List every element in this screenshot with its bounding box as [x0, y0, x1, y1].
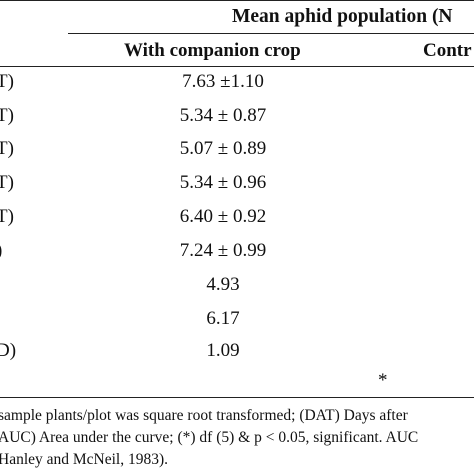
- group-header: Mean aphid population (N: [232, 6, 453, 27]
- table-bottom-rule: [0, 397, 474, 398]
- row-value: 4.93: [206, 274, 240, 295]
- row-value: 6.17: [206, 308, 240, 329]
- row-value: 5.34 ± 0.96: [179, 172, 267, 193]
- significance-marker: *: [378, 370, 388, 391]
- row-label: ): [0, 240, 2, 262]
- footnote-line: Hanley and McNeil, 1983).: [0, 451, 169, 468]
- row-value: 7.24 ± 0.99: [179, 240, 267, 261]
- column-header-companion: With companion crop: [124, 40, 301, 61]
- table-top-rule: [0, 0, 474, 1]
- row-label: T): [0, 206, 14, 227]
- row-label: D): [0, 340, 17, 361]
- row-value: 7.63 ±1.10: [182, 71, 264, 92]
- column-header-control: Contr: [423, 40, 472, 61]
- group-header-rule: [68, 33, 474, 34]
- row-label: T): [0, 172, 14, 193]
- row-label: T): [0, 105, 14, 126]
- row-value: 1.09: [206, 340, 240, 361]
- row-value: 5.07 ± 0.89: [179, 138, 267, 159]
- footnote-line: sample plants/plot was square root trans…: [0, 407, 408, 424]
- footnote-line: AUC) Area under the curve; (*) df (5) & …: [0, 429, 419, 446]
- row-label: T): [0, 71, 14, 92]
- row-value: 5.34 ± 0.87: [179, 105, 267, 126]
- column-header-rule: [0, 66, 474, 67]
- row-value: 6.40 ± 0.92: [179, 206, 267, 227]
- row-label: T): [0, 138, 14, 159]
